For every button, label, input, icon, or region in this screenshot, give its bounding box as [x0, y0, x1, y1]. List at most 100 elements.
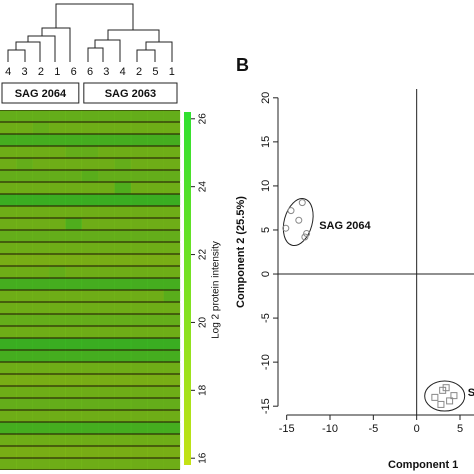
heatmap-cell	[98, 374, 115, 386]
heatmap-cell	[16, 110, 33, 122]
heatmap-cell	[81, 374, 99, 386]
heatmap-cell	[16, 182, 33, 194]
heatmap-cell	[32, 206, 50, 218]
heatmap-cell	[65, 218, 83, 230]
heatmap-cell	[0, 290, 17, 302]
heatmap-cell	[0, 278, 17, 290]
heatmap-cell	[163, 182, 181, 194]
heatmap-cell	[114, 410, 132, 422]
heatmap-cell	[147, 326, 164, 338]
heatmap-cell	[16, 134, 33, 146]
point	[446, 397, 454, 405]
heatmap-cell	[16, 206, 33, 218]
heatmap-cell	[16, 242, 33, 254]
heatmap-cell	[49, 242, 66, 254]
heatmap-cell	[163, 194, 181, 206]
heatmap-cell	[32, 446, 50, 458]
heatmap-cell	[32, 194, 50, 206]
heatmap-cell	[163, 350, 181, 362]
heatmap-cell	[163, 338, 181, 350]
heatmap-cell	[65, 338, 83, 350]
heatmap-cell	[163, 122, 181, 134]
heatmap-cell	[147, 254, 164, 266]
y-tick-label: 0	[260, 271, 272, 277]
heatmap-cell	[49, 254, 66, 266]
heatmap-cell	[98, 398, 115, 410]
heatmap-cell	[81, 398, 99, 410]
heatmap-cell	[0, 350, 17, 362]
heatmap-cell	[130, 158, 148, 170]
heatmap-cell	[130, 110, 148, 122]
heatmap-cell	[0, 194, 17, 206]
heatmap-cell	[65, 134, 83, 146]
heatmap-cell	[16, 458, 33, 470]
heatmap-cell	[32, 134, 50, 146]
heatmap-cell	[163, 422, 181, 434]
heatmap-cell	[65, 326, 83, 338]
heatmap-cell	[65, 158, 83, 170]
heatmap-cell	[81, 350, 99, 362]
heatmap-cell	[32, 302, 50, 314]
heatmap-cell	[114, 134, 132, 146]
heatmap-cell	[49, 398, 66, 410]
heatmap-cell	[163, 326, 181, 338]
heatmap-cell	[163, 398, 181, 410]
heatmap-cell	[98, 110, 115, 122]
heatmap-cell	[81, 446, 99, 458]
heatmap-cell	[32, 434, 50, 446]
heatmap-cell	[98, 134, 115, 146]
heatmap-cell	[81, 302, 99, 314]
heatmap-cell	[163, 218, 181, 230]
heatmap-cell	[147, 302, 164, 314]
heatmap-cell	[147, 386, 164, 398]
heatmap-cell	[0, 170, 17, 182]
colorbar-tick-label: 24	[198, 181, 209, 193]
heatmap-cell	[65, 146, 83, 158]
group-label: SAG 2064	[15, 88, 67, 100]
heatmap-cell	[98, 290, 115, 302]
heatmap-cell	[32, 458, 50, 470]
heatmap-cell	[147, 398, 164, 410]
heatmap-cell	[130, 362, 148, 374]
heatmap-cell	[0, 230, 17, 242]
heatmap-cell	[130, 230, 148, 242]
heatmap-cell	[130, 254, 148, 266]
heatmap-cell	[114, 278, 132, 290]
heatmap-cell	[147, 422, 164, 434]
heatmap-cell	[147, 242, 164, 254]
heatmap-cell	[98, 254, 115, 266]
heatmap-cell	[32, 398, 50, 410]
column-label: 4	[120, 66, 126, 78]
heatmap-cell	[49, 110, 66, 122]
heatmap-cell	[49, 446, 66, 458]
heatmap-cell	[81, 362, 99, 374]
heatmap-cell	[49, 410, 66, 422]
heatmap-cell	[147, 458, 164, 470]
heatmap-cell	[114, 170, 132, 182]
heatmap-cell	[98, 266, 115, 278]
colorbar-label: Log 2 protein intensity	[211, 241, 222, 339]
heatmap-cell	[32, 386, 50, 398]
heatmap-cell	[65, 314, 83, 326]
heatmap-cell	[49, 266, 66, 278]
panel-label: B	[236, 55, 249, 75]
heatmap-cell	[32, 326, 50, 338]
heatmap-cell	[81, 422, 99, 434]
heatmap-cell	[163, 206, 181, 218]
heatmap-cell	[32, 242, 50, 254]
group-label: SAG 2063	[105, 88, 156, 100]
heatmap-cell	[114, 458, 132, 470]
heatmap-cell	[163, 386, 181, 398]
heatmap-cell	[114, 302, 132, 314]
colorbar-tick-label: 20	[198, 316, 209, 328]
heatmap-cell	[114, 314, 132, 326]
heatmap-cell	[32, 338, 50, 350]
heatmap-cell	[49, 170, 66, 182]
column-label: 1	[54, 66, 60, 78]
heatmap-cell	[163, 290, 181, 302]
heatmap-cell	[98, 218, 115, 230]
heatmap-cell	[114, 386, 132, 398]
heatmap-cell	[81, 434, 99, 446]
heatmap-cell	[147, 182, 164, 194]
